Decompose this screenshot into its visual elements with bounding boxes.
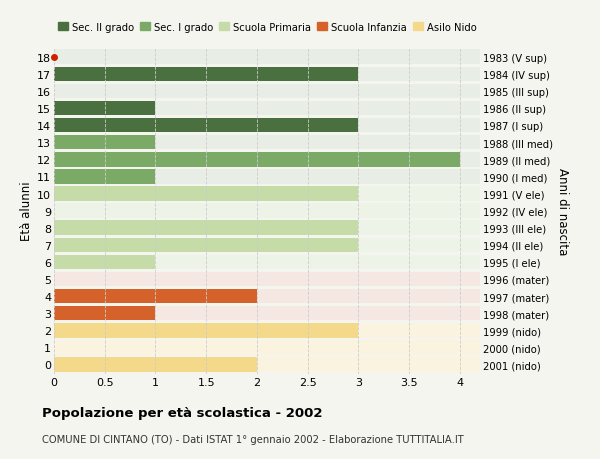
Bar bbox=[54, 50, 480, 65]
Y-axis label: Anni di nascita: Anni di nascita bbox=[556, 168, 569, 255]
Text: COMUNE DI CINTANO (TO) - Dati ISTAT 1° gennaio 2002 - Elaborazione TUTTITALIA.IT: COMUNE DI CINTANO (TO) - Dati ISTAT 1° g… bbox=[42, 434, 464, 444]
Bar bbox=[54, 255, 480, 269]
Bar bbox=[54, 238, 480, 252]
Bar bbox=[54, 118, 358, 133]
Y-axis label: Età alunni: Età alunni bbox=[20, 181, 33, 241]
Bar bbox=[54, 221, 358, 235]
Bar bbox=[54, 358, 480, 372]
Bar bbox=[54, 170, 480, 184]
Bar bbox=[54, 289, 480, 304]
Bar bbox=[54, 323, 358, 338]
Legend: Sec. II grado, Sec. I grado, Scuola Primaria, Scuola Infanzia, Asilo Nido: Sec. II grado, Sec. I grado, Scuola Prim… bbox=[56, 21, 478, 34]
Bar bbox=[54, 323, 480, 338]
Bar bbox=[54, 118, 480, 133]
Bar bbox=[54, 170, 155, 184]
Bar bbox=[54, 358, 257, 372]
Bar bbox=[54, 84, 480, 99]
Bar bbox=[54, 136, 155, 150]
Bar bbox=[54, 187, 480, 202]
Bar bbox=[54, 238, 358, 252]
Text: Popolazione per età scolastica - 2002: Popolazione per età scolastica - 2002 bbox=[42, 406, 323, 419]
Bar bbox=[54, 67, 480, 82]
Bar bbox=[54, 136, 480, 150]
Bar bbox=[54, 153, 460, 167]
Bar bbox=[54, 67, 358, 82]
Bar bbox=[54, 101, 480, 116]
Bar bbox=[54, 289, 257, 304]
Bar bbox=[54, 306, 480, 321]
Bar bbox=[54, 153, 480, 167]
Bar bbox=[54, 204, 480, 218]
Bar bbox=[54, 101, 155, 116]
Bar bbox=[54, 187, 358, 202]
Bar bbox=[54, 341, 480, 355]
Bar bbox=[54, 306, 155, 321]
Bar bbox=[54, 221, 480, 235]
Bar bbox=[54, 272, 480, 286]
Bar bbox=[54, 255, 155, 269]
